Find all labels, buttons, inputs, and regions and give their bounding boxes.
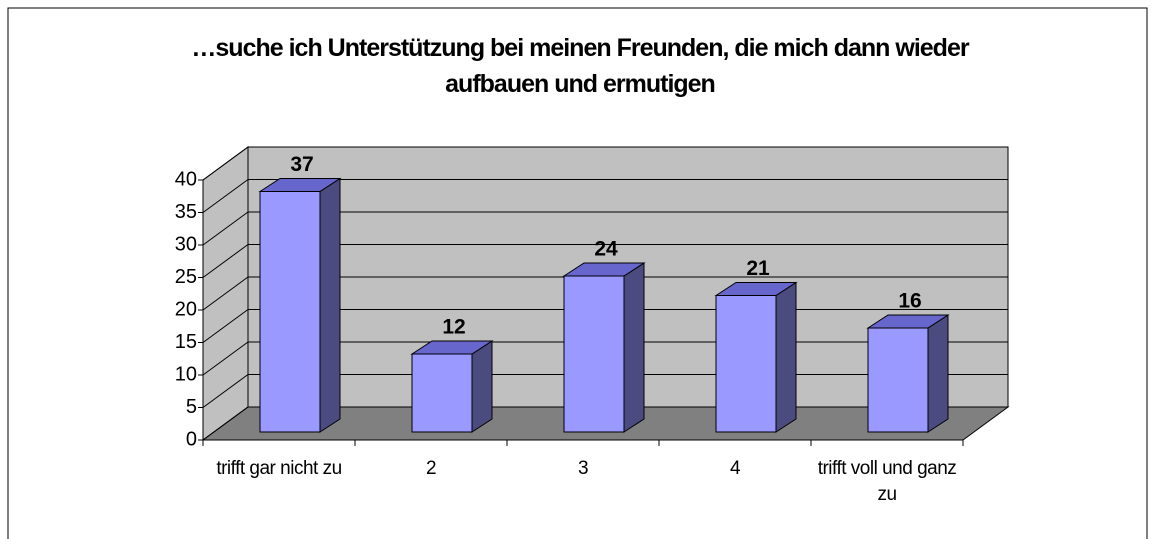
grid-line bbox=[202, 341, 249, 376]
bar bbox=[258, 177, 342, 433]
y-tick-label: 30 bbox=[175, 233, 197, 255]
y-tick-label: 10 bbox=[175, 363, 197, 385]
bar-front bbox=[563, 275, 625, 433]
bar-front bbox=[411, 353, 473, 433]
bar-side bbox=[471, 340, 493, 433]
bar-front bbox=[259, 191, 321, 433]
x-tick-label: 3 bbox=[577, 458, 589, 479]
y-tick-label: 0 bbox=[186, 428, 197, 450]
bar-front bbox=[867, 327, 929, 433]
y-tick-label: 40 bbox=[175, 168, 197, 190]
bar bbox=[562, 262, 646, 433]
x-tick-label: 2 bbox=[425, 458, 437, 479]
bar bbox=[410, 340, 494, 433]
value-label: 24 bbox=[594, 238, 618, 261]
bar-front bbox=[715, 295, 777, 433]
bar-side bbox=[927, 314, 949, 433]
grid-line bbox=[202, 406, 249, 441]
x-tick-label: 4 bbox=[729, 458, 741, 479]
grid-line bbox=[202, 374, 249, 408]
value-label: 16 bbox=[898, 290, 921, 313]
bar bbox=[866, 314, 950, 433]
x-tick-label: trifft gar nicht zu bbox=[216, 458, 342, 479]
value-label: 21 bbox=[746, 257, 770, 280]
bar-side bbox=[623, 262, 645, 433]
grid-line bbox=[202, 244, 249, 278]
y-tick-label: 20 bbox=[175, 298, 197, 320]
value-label: 12 bbox=[442, 316, 465, 339]
grid-line bbox=[202, 146, 249, 181]
bar-side bbox=[319, 177, 341, 433]
y-tick-label: 5 bbox=[186, 396, 197, 418]
grid-line bbox=[202, 276, 249, 311]
y-tick-label: 15 bbox=[175, 331, 197, 353]
value-label: 37 bbox=[290, 153, 313, 176]
bar bbox=[714, 281, 798, 433]
grid-line bbox=[202, 179, 249, 213]
grid-line bbox=[202, 309, 249, 343]
y-tick-label: 25 bbox=[175, 266, 197, 288]
grid-line bbox=[202, 211, 249, 246]
y-tick-label: 35 bbox=[175, 201, 197, 223]
bar-side bbox=[775, 281, 797, 433]
x-tick-label: trifft voll und ganz zu bbox=[817, 458, 957, 505]
chart-title: …suche ich Unterstützung bei meinen Freu… bbox=[191, 34, 969, 98]
